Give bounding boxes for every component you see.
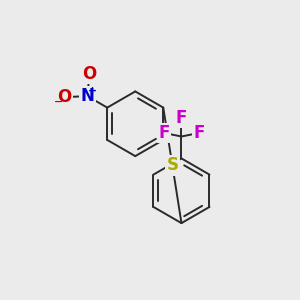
Text: O: O <box>57 88 71 106</box>
Text: F: F <box>158 124 170 142</box>
Text: +: + <box>88 86 97 96</box>
Text: F: F <box>193 124 205 142</box>
Text: S: S <box>167 156 178 174</box>
Text: −: − <box>54 97 63 107</box>
Text: O: O <box>82 65 97 83</box>
Text: N: N <box>80 87 94 105</box>
Text: F: F <box>176 109 187 127</box>
